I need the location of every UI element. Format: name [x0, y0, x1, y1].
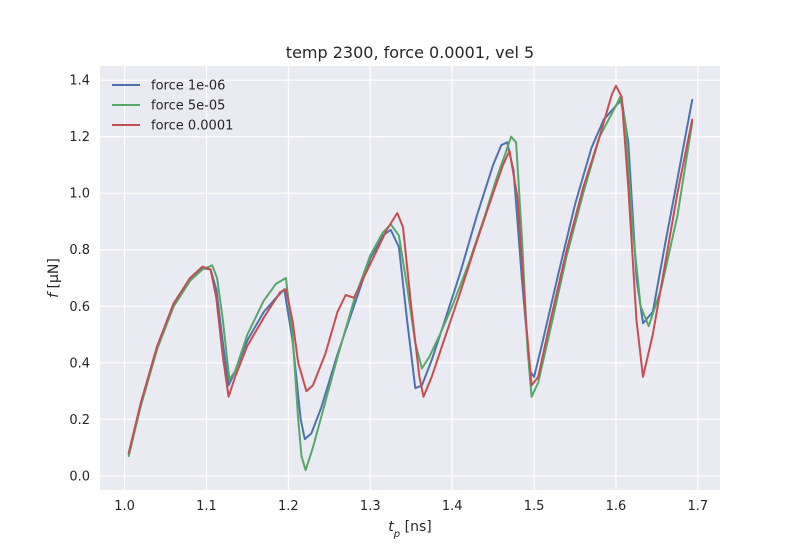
x-axis-label-unit: [ns]: [400, 519, 432, 535]
x-tick-label: 1.6: [606, 499, 627, 514]
x-tick-label: 1.5: [524, 499, 545, 514]
y-axis-label: f [μN]: [46, 258, 62, 298]
legend-label: force 1e-06: [151, 79, 225, 94]
y-tick-label: 0.6: [69, 300, 90, 315]
x-tick-labels: 1.0 1.1 1.2 1.3 1.4 1.5 1.6 1.7: [114, 499, 708, 514]
x-tick-label: 1.0: [114, 499, 135, 514]
y-tick-label: 1.4: [69, 74, 90, 89]
series-line-3: [127, 84, 694, 455]
y-tick-label: 0.8: [69, 243, 90, 258]
x-tick-label: 1.1: [196, 499, 217, 514]
y-axis-label-main: f: [46, 291, 62, 298]
x-axis-label: tp [ns]: [388, 519, 431, 540]
y-tick-label: 1.2: [69, 130, 90, 145]
x-axis-label-main: t: [388, 519, 394, 535]
x-tick-label: 1.4: [442, 499, 463, 514]
y-tick-label: 1.0: [69, 187, 90, 202]
y-tick-label: 0.0: [69, 469, 90, 484]
legend-label: force 5e-05: [151, 99, 225, 114]
y-tick-label: 0.2: [69, 413, 90, 428]
y-tick-label: 0.4: [69, 356, 90, 371]
x-tick-label: 1.2: [278, 499, 299, 514]
y-axis-label-unit: [μN]: [46, 258, 62, 293]
legend-label: force 0.0001: [151, 119, 233, 134]
x-tick-label: 1.3: [360, 499, 381, 514]
x-axis-label-sub: p: [393, 529, 400, 540]
y-tick-labels: 0.0 0.2 0.4 0.6 0.8 1.0 1.2 1.4: [69, 74, 90, 485]
grid: [100, 66, 720, 490]
legend: force 1e-06 force 5e-05 force 0.0001: [112, 79, 233, 134]
series-group: [127, 84, 694, 472]
x-tick-label: 1.7: [688, 499, 709, 514]
chart-title: temp 2300, force 0.0001, vel 5: [286, 43, 534, 62]
